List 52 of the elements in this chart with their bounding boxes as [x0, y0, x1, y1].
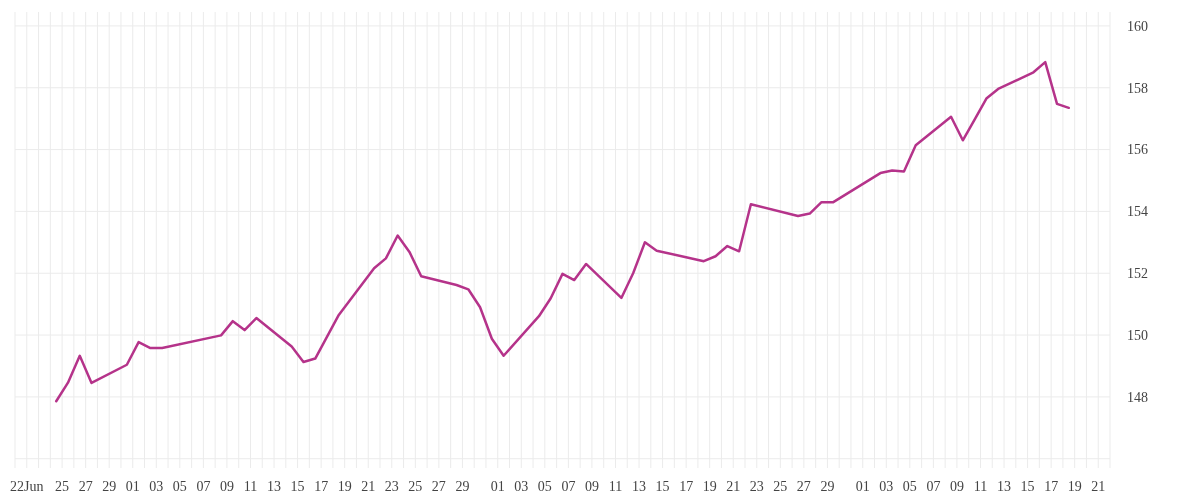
x-tick-label: 25	[773, 479, 788, 494]
x-tick-label: 03	[514, 479, 529, 494]
x-tick-label: 11	[973, 479, 988, 494]
x-tick-label: 17	[1044, 479, 1059, 494]
y-tick-label: 160	[1127, 18, 1148, 34]
x-tick-label: 05	[902, 479, 917, 494]
x-tick-label: 13	[997, 479, 1012, 494]
x-tick-label: 22Jun	[10, 479, 44, 494]
x-tick-label: 29	[102, 479, 117, 494]
x-tick-label: 23	[384, 479, 399, 494]
x-tick-label: 15	[655, 479, 670, 494]
x-tick-label: 15	[290, 479, 305, 494]
x-tick-label: 01	[490, 479, 505, 494]
x-tick-label: 21	[1091, 479, 1106, 494]
x-tick-label: 25	[55, 479, 70, 494]
x-tick-label: 21	[361, 479, 376, 494]
x-tick-label: 27	[431, 479, 446, 494]
x-tick-label: 03	[149, 479, 164, 494]
x-tick-label: 25	[408, 479, 423, 494]
x-tick-label: 07	[561, 479, 576, 494]
x-tick-label: 19	[1067, 479, 1082, 494]
y-tick-label: 152	[1127, 266, 1148, 282]
x-tick-label: 17	[679, 479, 694, 494]
y-tick-label: 154	[1127, 204, 1148, 220]
x-tick-label: 19	[702, 479, 717, 494]
x-tick-label: 21	[726, 479, 741, 494]
x-tick-label: 05	[537, 479, 552, 494]
x-tick-label: 11	[608, 479, 623, 494]
x-tick-label: 27	[78, 479, 93, 494]
x-tick-label: 27	[796, 479, 811, 494]
x-tick-label: 01	[855, 479, 870, 494]
y-tick-label: 158	[1127, 80, 1148, 96]
x-tick-label: 23	[749, 479, 764, 494]
x-tick-label: 07	[926, 479, 941, 494]
x-tick-label: 29	[820, 479, 835, 494]
x-tick-label: 17	[314, 479, 329, 494]
x-tick-label: 09	[584, 479, 599, 494]
y-tick-label: 156	[1127, 142, 1148, 158]
x-tick-label: 19	[337, 479, 352, 494]
x-tick-label: 11	[243, 479, 258, 494]
x-tick-label: 07	[196, 479, 211, 494]
x-tick-label: 05	[172, 479, 187, 494]
x-tick-label: 03	[879, 479, 894, 494]
x-tick-label: 09	[949, 479, 964, 494]
x-tick-label: 09	[219, 479, 234, 494]
y-tick-label: 150	[1127, 327, 1148, 343]
x-tick-label: 01	[125, 479, 140, 494]
x-tick-label: 13	[267, 479, 282, 494]
x-tick-label: 13	[632, 479, 647, 494]
x-tick-label: 29	[455, 479, 470, 494]
x-tick-label: 15	[1020, 479, 1035, 494]
y-tick-label: 148	[1127, 389, 1148, 405]
